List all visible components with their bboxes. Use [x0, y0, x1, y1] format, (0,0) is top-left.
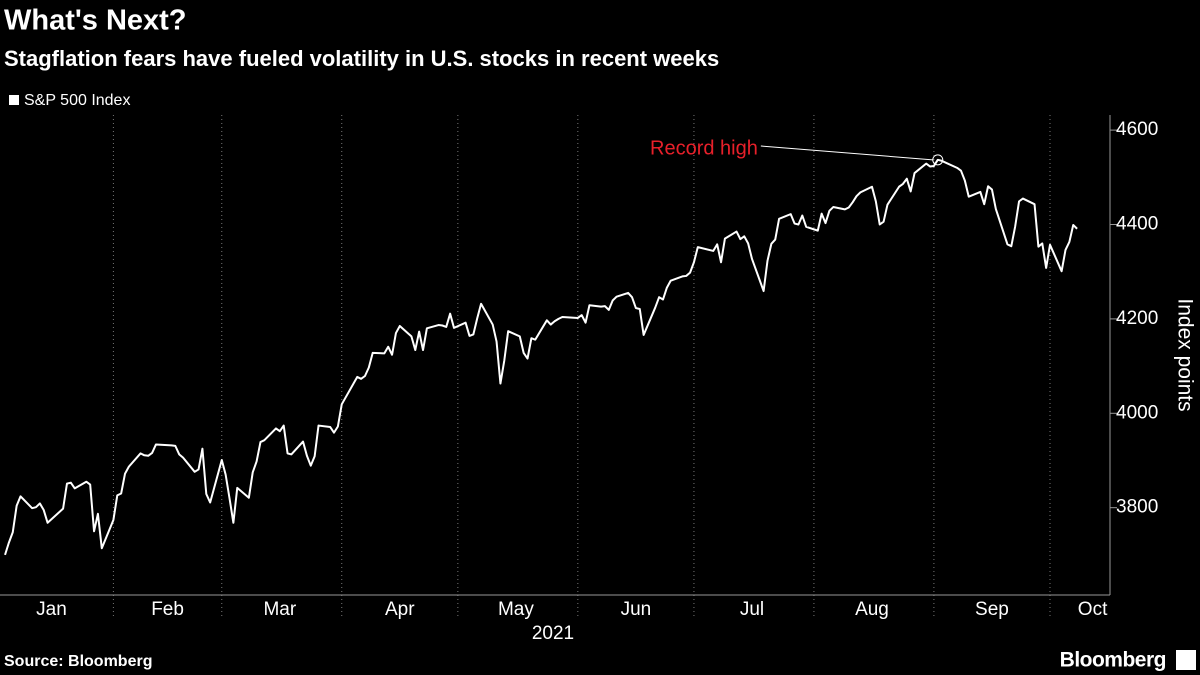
x-tick-label: Jul: [740, 599, 764, 620]
x-tick-label: Jun: [621, 599, 652, 620]
brand: Bloomberg: [1060, 649, 1166, 672]
x-axis-year: 2021: [532, 623, 574, 644]
annotation-text: Record high: [650, 137, 758, 159]
y-tick-label: 4000: [1116, 402, 1158, 423]
y-axis-label: Index points: [1173, 298, 1196, 411]
series-line: [4, 158, 1078, 556]
y-tick-label: 4400: [1116, 214, 1158, 235]
x-tick-label: Mar: [263, 599, 296, 620]
brand-icon: [1176, 650, 1196, 670]
y-tick-label: 3800: [1116, 497, 1158, 518]
annotation-leader: [760, 145, 933, 161]
source: Source: Bloomberg: [4, 653, 152, 670]
x-tick-label: Jan: [36, 599, 67, 620]
x-tick-label: Aug: [855, 599, 889, 620]
y-tick-label: 4200: [1116, 308, 1158, 329]
annotation-marker: [932, 154, 944, 166]
x-tick-label: Feb: [151, 599, 184, 620]
chart-title: What's Next?: [4, 5, 187, 37]
legend-swatch: [9, 95, 19, 105]
x-tick-label: Sep: [975, 599, 1009, 620]
x-tick-label: May: [498, 599, 534, 620]
x-tick-label: Oct: [1078, 599, 1108, 620]
x-tick-label: Apr: [385, 599, 415, 620]
chart-subtitle: Stagflation fears have fueled volatility…: [4, 46, 719, 71]
legend-label: S&P 500 Index: [24, 92, 130, 109]
y-tick-label: 4600: [1116, 119, 1158, 140]
